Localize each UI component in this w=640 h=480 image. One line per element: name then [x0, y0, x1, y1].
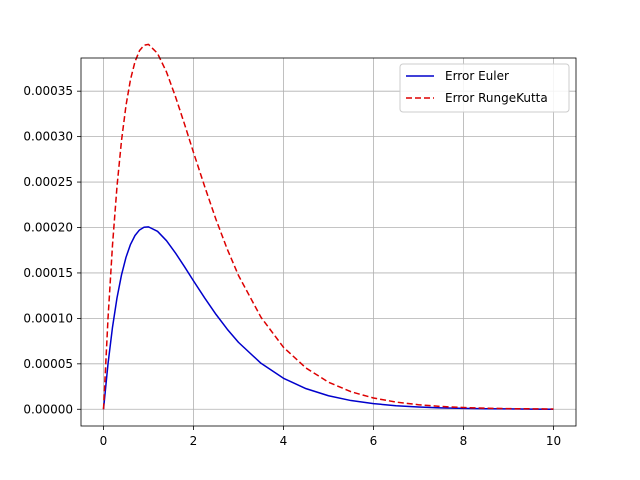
y-tick-label: 0.00010	[23, 311, 73, 325]
legend-label: Error Euler	[445, 69, 509, 83]
x-tick-label: 4	[280, 434, 288, 448]
x-tick-label: 6	[370, 434, 378, 448]
y-tick-label: 0.00015	[23, 266, 73, 280]
y-tick-label: 0.00030	[23, 130, 73, 144]
y-axis: 0.00000 0.00005 0.00010 0.00015 0.00020 0.000…	[23, 84, 81, 416]
legend-box	[399, 63, 570, 113]
y-tick-label: 0.00025	[23, 175, 73, 189]
series-line-1	[102, 226, 554, 410]
y-tick-label: 0.00005	[23, 357, 73, 371]
x-tick-label: 10	[546, 434, 561, 448]
x-tick-label: 2	[190, 434, 198, 448]
y-tick-label: 0.00000	[23, 402, 73, 416]
grid	[81, 58, 576, 426]
series-line-2	[102, 43, 554, 410]
x-tick-label: 0	[100, 434, 108, 448]
y-tick-label: 0.00020	[23, 221, 73, 235]
plot-frame	[80, 57, 577, 427]
series-lines	[102, 43, 554, 410]
x-tick-label: 8	[460, 434, 468, 448]
legend: Error Euler Error RungeKutta	[399, 63, 570, 113]
x-axis: 0 2 4 6 8 10	[100, 426, 561, 448]
legend-label: Error RungeKutta	[445, 91, 548, 105]
y-tick-label: 0.00035	[23, 84, 73, 98]
